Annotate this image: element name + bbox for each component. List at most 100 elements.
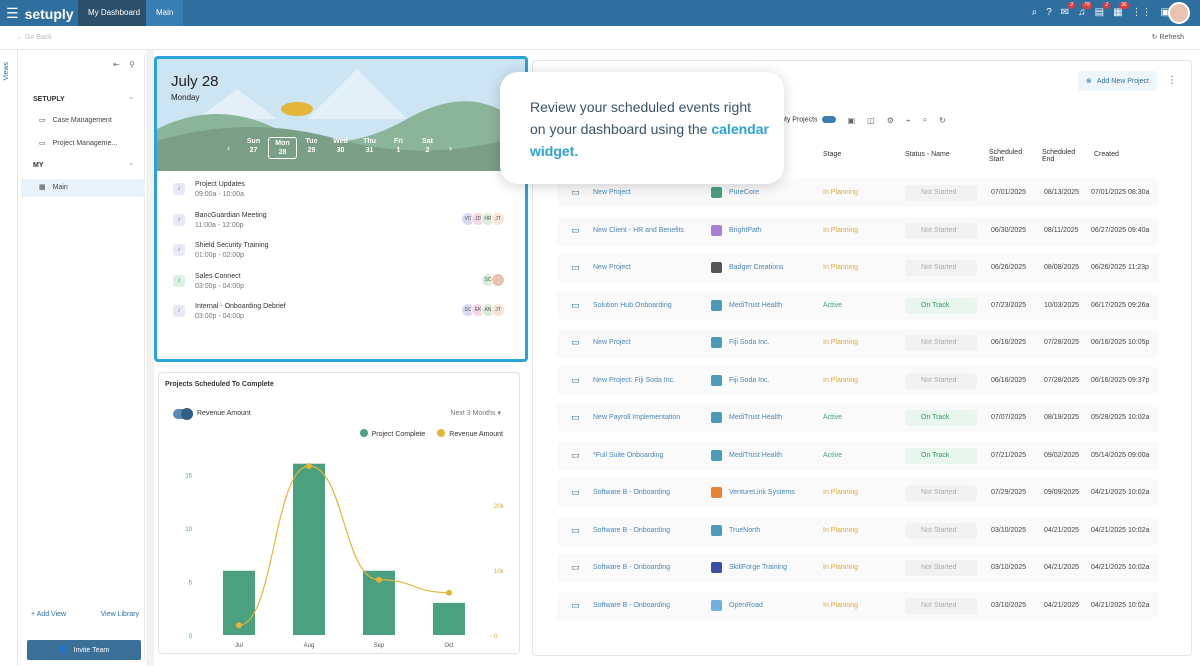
chevron-up-icon[interactable]: ⌃: [128, 97, 134, 104]
save-icon[interactable]: ▣: [847, 115, 856, 125]
day-wed[interactable]: Wed 30: [333, 138, 348, 154]
col-stage[interactable]: Stage: [823, 151, 842, 158]
table-row[interactable]: ▭ Software B - Onboarding SkillForge Train…: [557, 554, 1159, 582]
brand[interactable]: ☰ setuply: [6, 5, 74, 22]
client-name[interactable]: TrueNorth: [729, 526, 761, 534]
project-name[interactable]: Software B - Onboarding: [593, 601, 671, 609]
table-row[interactable]: ▭ New Project Badger Creations In Planning N…: [557, 254, 1159, 282]
day-mon[interactable]: Mon 28: [268, 137, 297, 159]
table-row[interactable]: ▭ New Payroll Implementation MediTrust Hea…: [557, 404, 1159, 432]
day-sat[interactable]: Sat 2: [422, 138, 433, 154]
bell-icon[interactable]: ♫ 78: [1078, 2, 1092, 18]
project-name[interactable]: Software B - Onboarding: [593, 564, 671, 571]
project-name[interactable]: Solution Hub Onboarding: [593, 301, 672, 309]
col-end[interactable]: Scheduled End: [1042, 149, 1076, 163]
status-badge[interactable]: Not Started: [905, 485, 977, 501]
views-label[interactable]: Views: [3, 62, 10, 81]
more-icon[interactable]: ⋮: [1167, 75, 1177, 86]
invite-team-button[interactable]: 👤 Invite Team: [27, 640, 141, 660]
user-avatar[interactable]: [1168, 2, 1190, 24]
calendar-icon[interactable]: ▦ 36: [1113, 2, 1129, 18]
sidebar-item-main[interactable]: ▦ Main: [21, 179, 145, 197]
legend-project-complete[interactable]: Project Complete: [360, 429, 426, 438]
chevron-up-icon[interactable]: ⌃: [128, 163, 134, 170]
col-created[interactable]: Created: [1094, 151, 1119, 158]
project-name[interactable]: Software B - Onboarding: [593, 526, 671, 534]
client-name[interactable]: BrightPath: [729, 226, 762, 234]
sidebar-item-project-management[interactable]: ▭ Project Manageme...: [39, 135, 147, 153]
prev-week-icon[interactable]: ‹: [227, 143, 230, 153]
project-name[interactable]: New Payroll Implementation: [593, 414, 681, 421]
status-badge[interactable]: Not Started: [905, 260, 977, 276]
client-name[interactable]: PureCore: [729, 189, 759, 196]
tab-main[interactable]: Main: [146, 0, 184, 26]
add-view-button[interactable]: + Add View: [31, 611, 67, 618]
my-projects-toggle[interactable]: My Projects: [781, 116, 836, 124]
add-new-project-button[interactable]: ⊕ Add New Project: [1077, 71, 1157, 91]
revenue-toggle[interactable]: [173, 408, 193, 420]
client-name[interactable]: Badger Creations: [729, 264, 784, 271]
status-badge[interactable]: Not Started: [905, 597, 977, 614]
day-sun[interactable]: Sun 27: [246, 138, 261, 154]
col-start[interactable]: Scheduled Start: [989, 149, 1023, 163]
project-name[interactable]: New Project: [593, 339, 631, 346]
client-name[interactable]: MediTrust Health: [729, 451, 783, 459]
status-badge[interactable]: Not Started: [905, 335, 977, 351]
notification-icon[interactable]: ✉ 2: [1060, 2, 1076, 18]
project-name[interactable]: New Project: [593, 189, 631, 196]
event-item[interactable]: ♪ BancGuardian Meeting 11:00a - 12:00p VC …: [157, 208, 525, 239]
status-badge[interactable]: Not Started: [905, 222, 977, 239]
status-badge[interactable]: On Track: [905, 447, 977, 464]
section-my[interactable]: MY: [33, 162, 44, 169]
table-row[interactable]: ▭ New Project: Fiji Soda Inc. Fiji Soda In…: [557, 366, 1159, 395]
status-badge[interactable]: Not Started: [905, 185, 977, 201]
menu-icon[interactable]: ☰: [6, 5, 19, 21]
client-name[interactable]: Fiji Soda Inc.: [729, 339, 770, 346]
project-name[interactable]: Software B - Onboarding: [593, 489, 671, 496]
refresh-icon[interactable]: ↻: [939, 115, 946, 125]
refresh-button[interactable]: ↻ Refresh: [1151, 34, 1184, 41]
status-badge[interactable]: Not Started: [905, 560, 977, 576]
client-name[interactable]: MediTrust Health: [729, 301, 783, 309]
columns-icon[interactable]: ◫: [867, 115, 875, 125]
client-name[interactable]: MediTrust Health: [729, 414, 783, 421]
status-badge[interactable]: On Track: [905, 297, 977, 314]
tasks-icon[interactable]: ▤ 2: [1094, 2, 1111, 18]
grid-icon[interactable]: ⋮⋮: [1131, 7, 1152, 18]
section-setuply[interactable]: SETUPLY: [33, 96, 65, 103]
table-row[interactable]: ▭ New Project Fiji Soda Inc. In Planning Not…: [557, 329, 1159, 357]
status-badge[interactable]: Not Started: [905, 522, 977, 539]
project-name[interactable]: *Full Suite Onboarding: [593, 451, 664, 459]
day-thu[interactable]: Thu 31: [363, 138, 376, 154]
apps-icon[interactable]: ▣: [1160, 7, 1170, 18]
help-icon[interactable]: ?: [1046, 7, 1052, 18]
project-name[interactable]: New Project: [593, 264, 631, 271]
chart-icon[interactable]: ⌁: [905, 115, 911, 125]
table-row[interactable]: ▭ *Full Suite Onboarding MediTrust Health A…: [557, 441, 1159, 470]
table-row[interactable]: ▭ Solution Hub Onboarding MediTrust Health…: [557, 291, 1159, 320]
client-name[interactable]: VentureLink Systems: [729, 489, 795, 496]
pin-icon[interactable]: ⚲: [129, 60, 135, 69]
client-name[interactable]: OpenRoad: [729, 601, 763, 609]
search-icon[interactable]: ⌕: [922, 115, 928, 124]
client-name[interactable]: SkillForge Training: [729, 564, 787, 571]
event-item[interactable]: ♪ Sales Connect 03:00p - 04:00p SC: [157, 269, 525, 300]
settings-icon[interactable]: ⚙: [886, 115, 894, 125]
event-item[interactable]: ♪ Internal - Onboarding Debrief 03:00p - 0…: [157, 299, 525, 330]
status-badge[interactable]: Not Started: [905, 372, 977, 389]
sidebar-item-case-management[interactable]: ▭ Case Management: [39, 112, 147, 130]
client-name[interactable]: Fiji Soda Inc.: [729, 376, 770, 384]
table-row[interactable]: ▭ Software B - Onboarding VentureLink Syst…: [557, 479, 1159, 507]
go-back-link[interactable]: ← Go Back: [16, 34, 52, 41]
avatar[interactable]: JT: [491, 303, 505, 317]
view-library-link[interactable]: View Library: [100, 611, 139, 618]
project-name[interactable]: New Client - HR and Benefits: [593, 226, 685, 234]
collapse-icon[interactable]: ⇤: [113, 60, 120, 69]
tab-my-dashboard[interactable]: My Dashboard: [78, 0, 151, 26]
search-icon[interactable]: ⌕: [1031, 7, 1038, 18]
range-select[interactable]: Next 3 Months ▾: [450, 410, 501, 417]
day-tue[interactable]: Tue 29: [305, 138, 318, 154]
avatar[interactable]: JT: [491, 211, 505, 226]
project-name[interactable]: New Project: Fiji Soda Inc.: [593, 376, 676, 384]
legend-revenue-amount[interactable]: Revenue Amount: [437, 429, 503, 438]
